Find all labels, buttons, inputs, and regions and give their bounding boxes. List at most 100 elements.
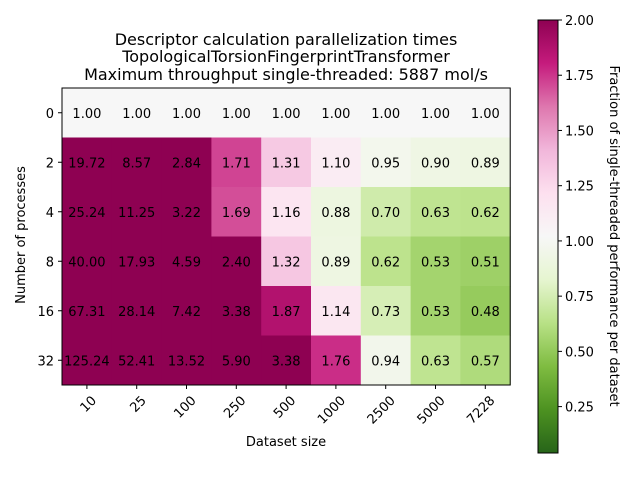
cell-value-label: 3.38 bbox=[272, 354, 301, 369]
cell-value-label: 4.59 bbox=[172, 255, 201, 270]
heatmap-cell bbox=[410, 236, 461, 287]
heatmap-cell bbox=[111, 137, 163, 188]
y-tick-label: 8 bbox=[46, 255, 54, 270]
heatmap-cell bbox=[161, 236, 212, 287]
chart-title: Descriptor calculation parallelization t… bbox=[84, 30, 488, 84]
heatmap-cell bbox=[261, 88, 312, 138]
x-tick-label: 500 bbox=[271, 393, 299, 421]
heatmap-cell bbox=[360, 137, 412, 188]
colorbar-gradient bbox=[537, 19, 559, 454]
heatmap-cells bbox=[62, 88, 511, 386]
heatmap-cell bbox=[311, 187, 362, 237]
heatmap-cell bbox=[460, 137, 511, 188]
heatmap-cell bbox=[111, 236, 163, 287]
cell-value-label: 1.00 bbox=[72, 107, 101, 122]
colorbar-tick-label: 2.00 bbox=[565, 14, 594, 29]
heatmap-cell bbox=[311, 335, 362, 386]
cell-value-label: 1.00 bbox=[371, 107, 400, 122]
heatmap-cell bbox=[410, 137, 461, 188]
heatmap-cell bbox=[261, 137, 312, 188]
cell-value-label: 0.62 bbox=[471, 206, 500, 221]
heatmap-cell bbox=[62, 187, 113, 237]
heatmap-cell bbox=[161, 88, 212, 138]
cell-value-label: 1.00 bbox=[471, 107, 500, 122]
cell-value-label: 1.00 bbox=[172, 107, 201, 122]
y-tick-label: 32 bbox=[37, 354, 54, 369]
heatmap-cell bbox=[211, 236, 262, 287]
colorbar-tick-label: 0.50 bbox=[565, 345, 594, 360]
x-tick-label: 2500 bbox=[365, 393, 399, 427]
cell-value-label: 0.90 bbox=[421, 156, 450, 171]
x-tick-label: 10 bbox=[78, 393, 100, 415]
heatmap-cell bbox=[161, 137, 212, 188]
cell-value-label: 67.31 bbox=[68, 305, 105, 320]
heatmap-cell bbox=[211, 137, 262, 188]
heatmap-cell bbox=[261, 187, 312, 237]
heatmap-cell bbox=[111, 335, 163, 386]
cell-value-label: 0.48 bbox=[471, 305, 500, 320]
chart-title-line-2: TopologicalTorsionFingerprintTransformer bbox=[121, 47, 450, 66]
heatmap-cell bbox=[211, 88, 262, 138]
colorbar-ticks: 0.25 0.50 0.75 1.00 1.25 1.50 1.75 2.00 bbox=[558, 14, 594, 416]
heatmap-cell bbox=[311, 137, 362, 188]
cell-value-label: 8.57 bbox=[122, 156, 151, 171]
heatmap-cell bbox=[62, 236, 113, 287]
heatmap-cell bbox=[111, 286, 163, 336]
cell-value-label: 1.31 bbox=[272, 156, 301, 171]
y-tick-label: 4 bbox=[46, 206, 54, 221]
heatmap-cell bbox=[161, 335, 212, 386]
heatmap-cell bbox=[360, 335, 412, 386]
heatmap-cell bbox=[62, 335, 113, 386]
heatmap-cell bbox=[211, 187, 262, 237]
heatmap-cell bbox=[410, 88, 461, 138]
cell-value-label: 0.70 bbox=[371, 206, 400, 221]
cell-value-label: 0.89 bbox=[471, 156, 500, 171]
cell-value-label: 40.00 bbox=[68, 255, 105, 270]
cell-value-label: 3.38 bbox=[222, 305, 251, 320]
cell-value-label: 11.25 bbox=[118, 206, 155, 221]
y-axis-ticks: 0 2 4 8 16 32 bbox=[37, 107, 62, 369]
x-tick-label: 5000 bbox=[415, 393, 449, 427]
x-tick-label: 250 bbox=[221, 393, 249, 421]
chart-title-line-1: Descriptor calculation parallelization t… bbox=[115, 30, 458, 49]
colorbar-tick-label: 0.75 bbox=[565, 290, 594, 305]
cell-value-label: 5.90 bbox=[222, 354, 251, 369]
cell-value-label: 17.93 bbox=[118, 255, 155, 270]
heatmap-cell bbox=[311, 286, 362, 336]
cell-value-label: 1.14 bbox=[321, 305, 350, 320]
cell-value-label: 0.53 bbox=[421, 305, 450, 320]
cell-value-label: 1.00 bbox=[272, 107, 301, 122]
colorbar-tick-label: 1.50 bbox=[565, 124, 594, 139]
cell-value-label: 2.40 bbox=[222, 255, 251, 270]
cell-value-label: 0.57 bbox=[471, 354, 500, 369]
cell-value-label: 1.76 bbox=[321, 354, 350, 369]
cell-value-label: 1.69 bbox=[222, 206, 251, 221]
cell-value-label: 0.73 bbox=[371, 305, 400, 320]
cell-value-label: 0.95 bbox=[371, 156, 400, 171]
heatmap-cell bbox=[360, 236, 412, 287]
x-axis-ticks: 10 25 100 250 500 1000 2500 5000 7228 bbox=[78, 385, 498, 427]
cell-value-label: 1.10 bbox=[321, 156, 350, 171]
cell-value-label: 7.42 bbox=[172, 305, 201, 320]
colorbar-tick-label: 1.25 bbox=[565, 180, 594, 195]
cell-value-label: 52.41 bbox=[118, 354, 155, 369]
cell-value-label: 0.88 bbox=[321, 206, 350, 221]
heatmap-cell bbox=[410, 286, 461, 336]
cell-value-label: 1.87 bbox=[272, 305, 301, 320]
cell-value-label: 1.00 bbox=[122, 107, 151, 122]
x-axis-label: Dataset size bbox=[246, 435, 326, 450]
heatmap-cell bbox=[460, 236, 511, 287]
x-tick-label: 7228 bbox=[464, 393, 498, 427]
cell-value-label: 125.24 bbox=[64, 354, 110, 369]
heatmap-cell bbox=[410, 187, 461, 237]
y-tick-label: 16 bbox=[37, 305, 54, 320]
x-tick-label: 100 bbox=[171, 393, 199, 421]
y-tick-label: 2 bbox=[46, 156, 54, 171]
heatmap-cell bbox=[360, 88, 412, 138]
heatmap-cell bbox=[161, 286, 212, 336]
cell-value-label: 0.62 bbox=[371, 255, 400, 270]
heatmap-cell bbox=[460, 335, 511, 386]
cell-value-label: 3.22 bbox=[172, 206, 201, 221]
heatmap-cell bbox=[211, 286, 262, 336]
heatmap-cell bbox=[460, 88, 511, 138]
